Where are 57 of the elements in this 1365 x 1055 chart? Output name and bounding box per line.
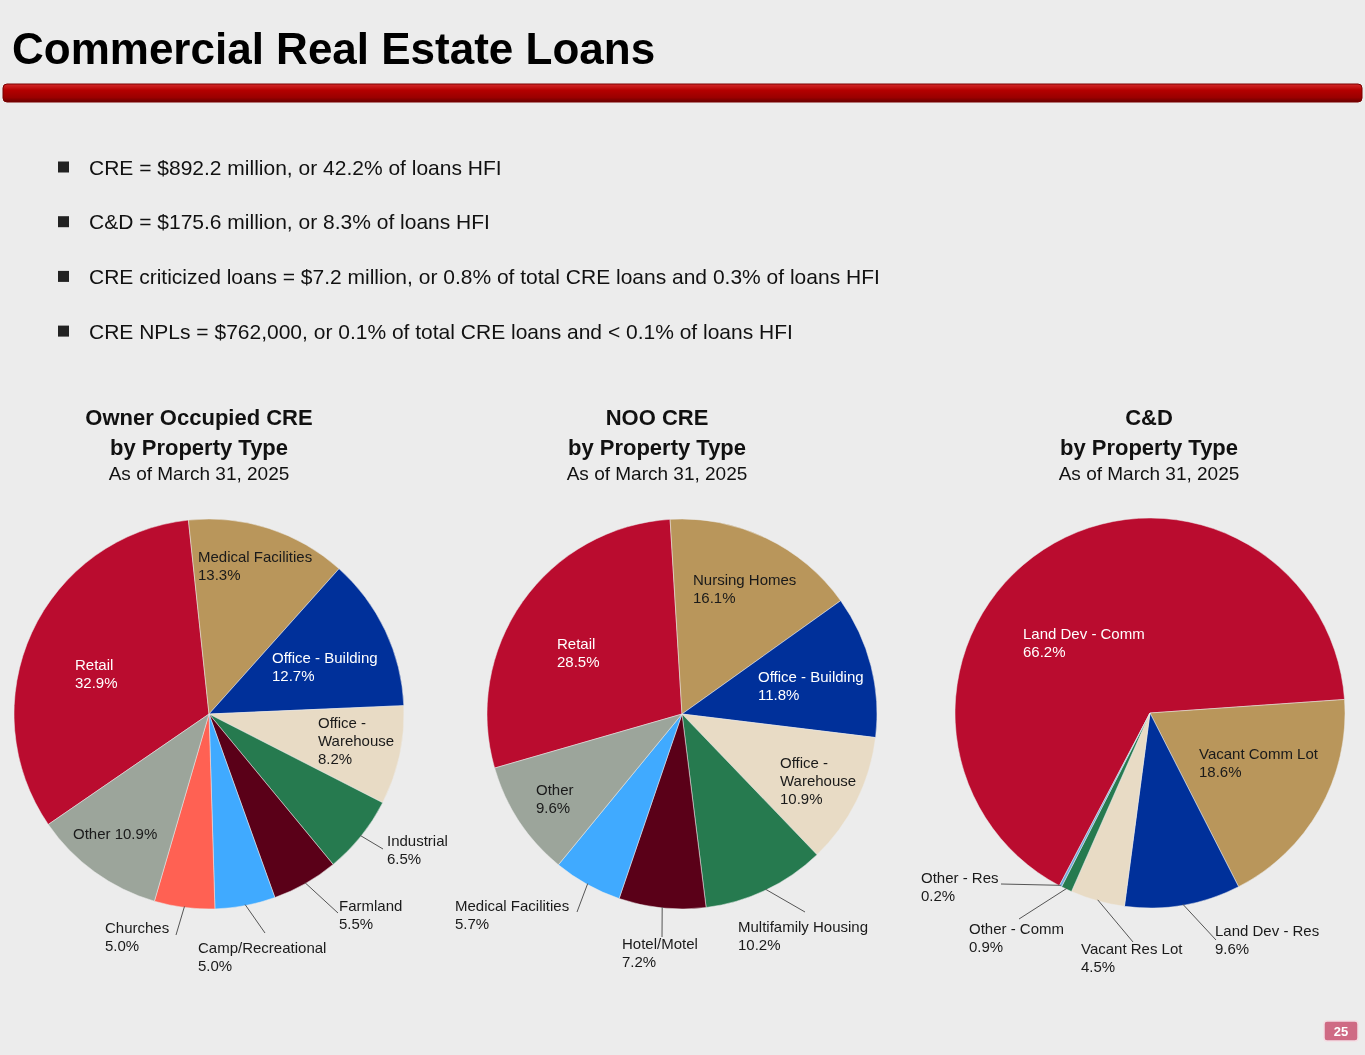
slice-label: Hotel/Motel — [622, 934, 698, 952]
slice-label: Multifamily Housing — [738, 917, 869, 935]
chart-subtitle: As of March 31, 2025 — [108, 463, 290, 484]
slice-label: Churches — [105, 918, 170, 936]
text: Commercial Real Estate Loans — [12, 24, 656, 73]
data-label: 8.2% — [318, 749, 353, 767]
slice-label: Retail — [75, 655, 114, 673]
slice-label: Land Dev - Res — [1215, 921, 1320, 939]
data-label: 9.6% — [536, 798, 571, 816]
data-label: 0.2% — [921, 886, 956, 904]
data-label: 28.5% — [557, 652, 600, 670]
slice-label: Other 10.9% — [73, 824, 158, 842]
data-label: 10.9% — [780, 789, 823, 807]
data-label: 5.7% — [455, 914, 490, 932]
data-label: 12.7% — [272, 666, 315, 684]
data-label: 5.0% — [198, 956, 233, 974]
slice-label: Medical Facilities — [455, 896, 570, 914]
slice-label: Office - Warehouse — [318, 713, 395, 749]
chart-title: Owner Occupied CRE by Property Type — [85, 405, 313, 460]
data-label: 4.5% — [1081, 957, 1116, 975]
slice-label: Industrial — [387, 831, 448, 849]
slice-label: Retail — [557, 634, 596, 652]
slice-label: Farmland — [339, 896, 403, 914]
data-label: 0.9% — [969, 937, 1004, 955]
data-label: 6.5% — [387, 849, 422, 867]
data-label: 16.1% — [693, 588, 736, 606]
chart-subtitle: As of March 31, 2025 — [1058, 463, 1240, 484]
text: CRE = $892.2 million, or 42.2% of loans HFI — [89, 155, 502, 179]
data-label: 9.6% — [1215, 939, 1250, 957]
text: C&D = $175.6 million, or 8.3% of loans HFI — [89, 210, 490, 234]
chart-subtitle: As of March 31, 2025 — [566, 463, 748, 484]
chart-title: C&D by Property Type — [1059, 405, 1239, 460]
slice-label: Vacant Res Lot — [1081, 939, 1184, 957]
data-label: 7.2% — [622, 952, 657, 970]
slice-label: Nursing Homes — [693, 570, 797, 588]
slice-label: Other - Res — [921, 868, 999, 886]
data-label: 11.8% — [758, 685, 800, 703]
slice-label: Office - Building — [272, 648, 378, 666]
slice-label: Vacant Comm Lot — [1199, 744, 1319, 762]
slice-label: Camp/Recreational — [198, 938, 327, 956]
text: CRE criticized loans = $7.2 million, or 0.8% of total CRE loans and 0.3% of loans HFI — [89, 264, 880, 288]
data-label: 5.5% — [339, 914, 374, 932]
slice-label: Office - Building — [758, 667, 864, 685]
slice-label: Other — [536, 780, 574, 798]
data-label: 5.0% — [105, 936, 140, 954]
data-label: 10.2% — [738, 935, 781, 953]
text: 25 — [1333, 1024, 1349, 1039]
data-label: 13.3% — [198, 565, 241, 583]
data-label: 66.2% — [1023, 642, 1066, 660]
data-label: 32.9% — [75, 673, 118, 691]
slice-label: Land Dev - Comm — [1023, 624, 1145, 642]
text: CRE NPLs = $762,000, or 0.1% of total CRE loans and < 0.1% of loans HFI — [89, 319, 793, 343]
chart-title: NOO CRE by Property Type — [567, 405, 747, 460]
data-label: 18.6% — [1199, 762, 1242, 780]
slice-label: Office - Warehouse — [780, 753, 857, 789]
slice-label: Medical Facilities — [198, 547, 313, 565]
slice-label: Other - Comm — [969, 919, 1065, 937]
